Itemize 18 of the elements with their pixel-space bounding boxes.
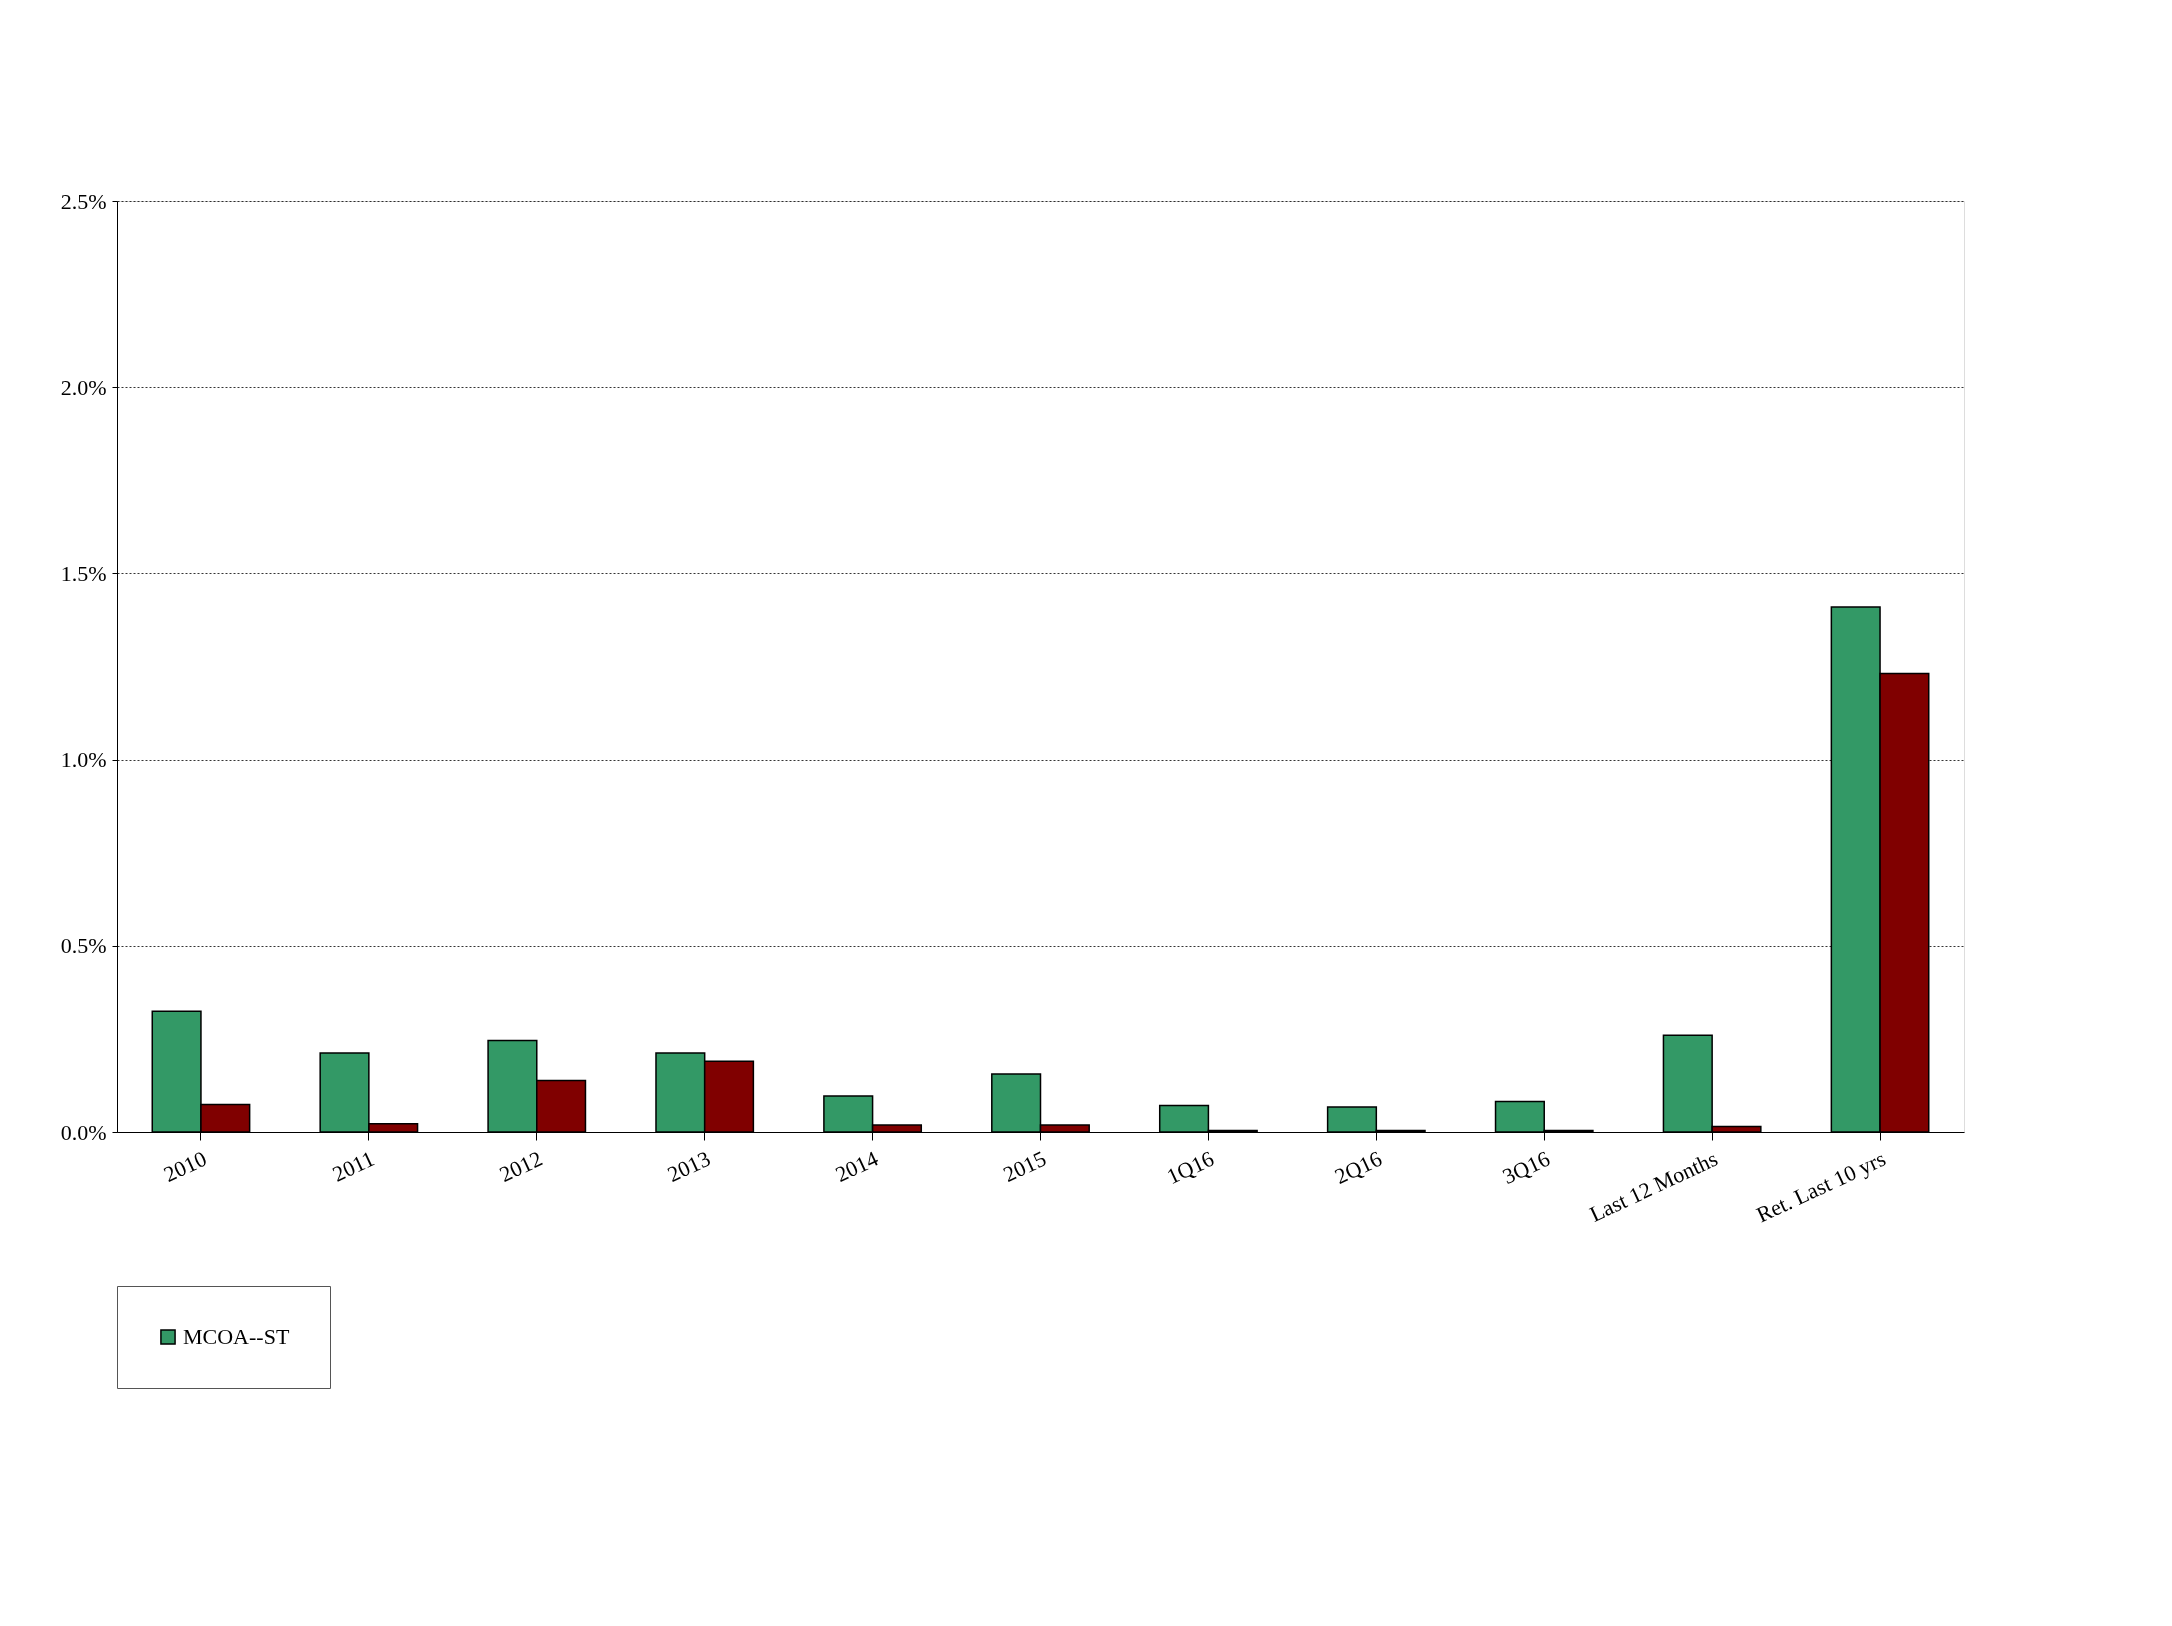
x-tick-label: 2014 bbox=[831, 1145, 882, 1188]
y-tick-label: 1.5% bbox=[60, 560, 107, 586]
x-tick-label: 2Q16 bbox=[1330, 1145, 1386, 1190]
y-tick-label: 0.0% bbox=[60, 1119, 107, 1145]
y-tick-label: 0.5% bbox=[60, 933, 107, 959]
x-tick-label: 2011 bbox=[328, 1145, 379, 1187]
legend-label: MCOA--ST bbox=[183, 1324, 290, 1349]
x-tick-label: 2010 bbox=[159, 1145, 211, 1188]
y-tick-label: 2.0% bbox=[60, 374, 107, 400]
x-tick-label: Last 12 Months bbox=[1585, 1145, 1722, 1227]
x-tick-label: 2012 bbox=[495, 1145, 547, 1188]
x-tick-label: 2013 bbox=[663, 1145, 714, 1188]
x-tick-label: Ret. Last 10 yrs bbox=[1752, 1145, 1890, 1228]
x-tick-label: 2015 bbox=[999, 1145, 1050, 1188]
y-tick-label: 1.0% bbox=[60, 747, 107, 773]
x-tick-label: 3Q16 bbox=[1498, 1145, 1554, 1190]
x-tick-label: 1Q16 bbox=[1162, 1145, 1218, 1190]
y-tick-label: 2.5% bbox=[60, 188, 107, 214]
